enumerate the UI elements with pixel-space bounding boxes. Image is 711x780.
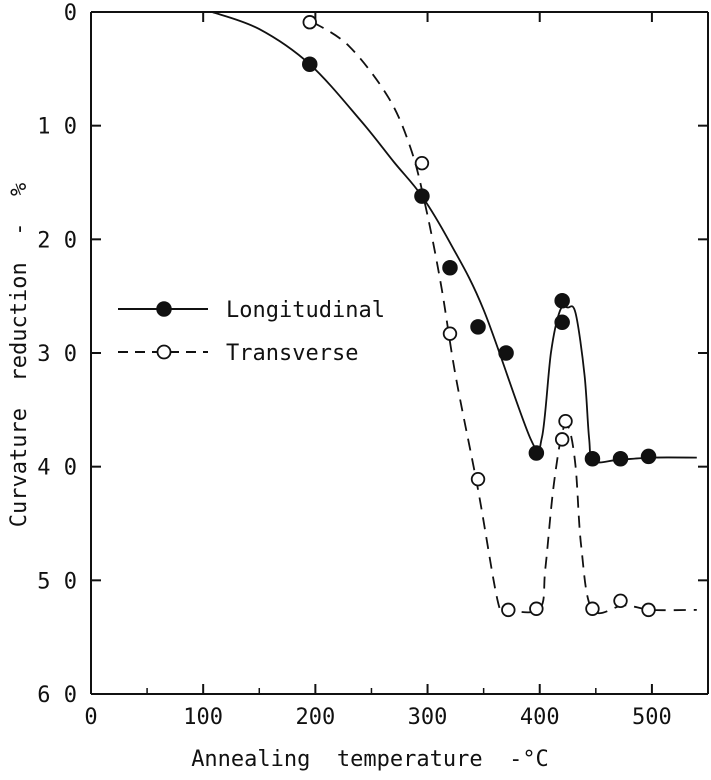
y-tick-label: 5 0 bbox=[37, 569, 77, 594]
y-axis-ticks: 0 1 0 2 0 3 0 4 0 5 0 6 0 bbox=[37, 1, 708, 708]
data-point-transverse bbox=[501, 602, 516, 618]
x-tick-label: 100 bbox=[183, 705, 223, 730]
x-axis-title: Annealing temperature -°C bbox=[191, 747, 549, 772]
y-tick-label: 2 0 bbox=[37, 228, 77, 253]
y-tick-label: 0 bbox=[64, 1, 77, 26]
y-tick-label: 4 0 bbox=[37, 456, 77, 481]
data-point-longitudinal bbox=[528, 445, 545, 461]
data-point-longitudinal bbox=[302, 56, 318, 73]
x-axis-ticks: 0 100 200 300 400 500 bbox=[84, 12, 672, 730]
data-point-longitudinal bbox=[414, 188, 430, 204]
legend-longitudinal-label: Longitudinal bbox=[226, 298, 385, 323]
data-point-longitudinal bbox=[442, 260, 458, 276]
data-point-transverse bbox=[613, 593, 628, 608]
data-point-transverse bbox=[554, 432, 570, 447]
x-tick-label: 500 bbox=[632, 705, 672, 730]
data-point-transverse bbox=[585, 601, 600, 616]
data-point-longitudinal bbox=[554, 314, 570, 331]
data-point-longitudinal bbox=[554, 292, 570, 309]
series-curve-transverse bbox=[312, 21, 697, 615]
data-point-longitudinal bbox=[640, 448, 657, 465]
y-axis-title: Curvature reduction - % bbox=[7, 183, 32, 527]
data-point-longitudinal bbox=[612, 450, 629, 467]
data-point-transverse bbox=[470, 471, 486, 487]
data-point-transverse bbox=[442, 326, 458, 341]
y-tick-label: 3 0 bbox=[37, 342, 77, 367]
legend-transverse-label: Transverse bbox=[226, 341, 358, 366]
data-point-transverse bbox=[529, 601, 544, 616]
data-point-transverse bbox=[302, 15, 317, 30]
y-tick-label: 1 0 bbox=[37, 115, 77, 140]
data-point-longitudinal bbox=[584, 450, 601, 467]
legend-longitudinal-marker bbox=[156, 301, 172, 317]
x-tick-label: 0 bbox=[84, 705, 97, 730]
data-point-longitudinal bbox=[470, 319, 486, 335]
data-points bbox=[302, 15, 657, 618]
x-tick-label: 400 bbox=[520, 705, 560, 730]
data-point-transverse bbox=[558, 414, 573, 429]
y-tick-label: 6 0 bbox=[37, 683, 77, 708]
x-tick-label: 300 bbox=[408, 705, 448, 730]
data-point-longitudinal bbox=[498, 345, 514, 361]
legend: Longitudinal Transverse bbox=[118, 298, 385, 366]
data-point-transverse bbox=[414, 155, 430, 171]
data-point-transverse bbox=[641, 602, 656, 618]
x-tick-label: 200 bbox=[295, 705, 335, 730]
legend-transverse-marker bbox=[156, 344, 172, 360]
